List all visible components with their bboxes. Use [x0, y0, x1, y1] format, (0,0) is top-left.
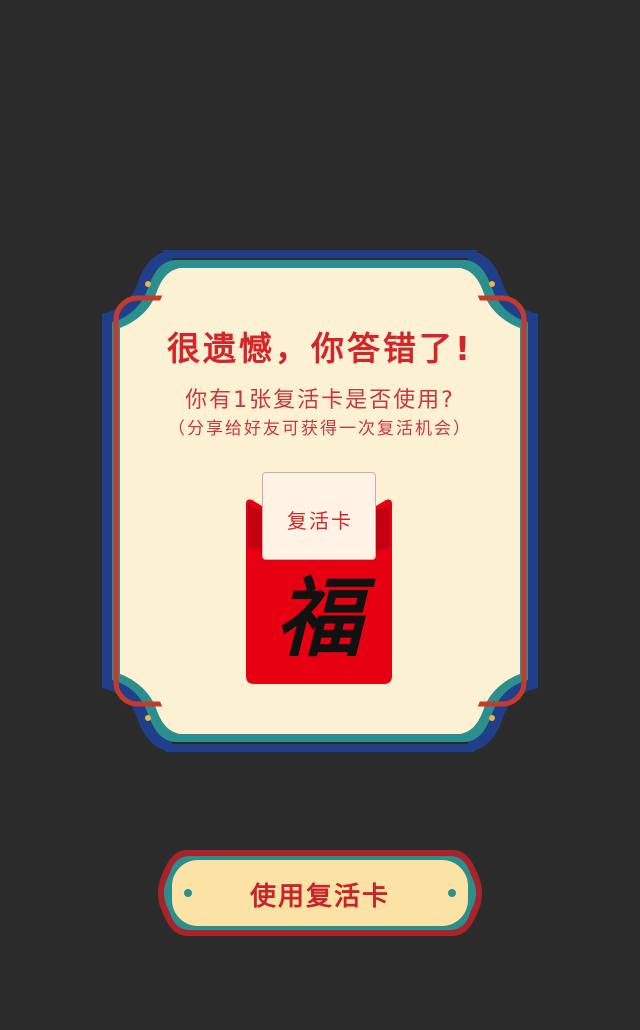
use-revive-card-button[interactable]: 使用复活卡: [158, 848, 482, 938]
revive-card: 复活卡: [262, 472, 376, 560]
revive-question: 你有1张复活卡是否使用?: [185, 388, 455, 413]
use-revive-card-label: 使用复活卡: [249, 882, 390, 912]
fu-character: 福: [276, 568, 362, 669]
revive-card-label: 复活卡: [287, 509, 353, 533]
result-title: 很遗憾，你答错了!: [166, 329, 474, 368]
share-hint: （分享给好友可获得一次复活机会）: [168, 419, 472, 439]
button-frame: [158, 850, 482, 936]
